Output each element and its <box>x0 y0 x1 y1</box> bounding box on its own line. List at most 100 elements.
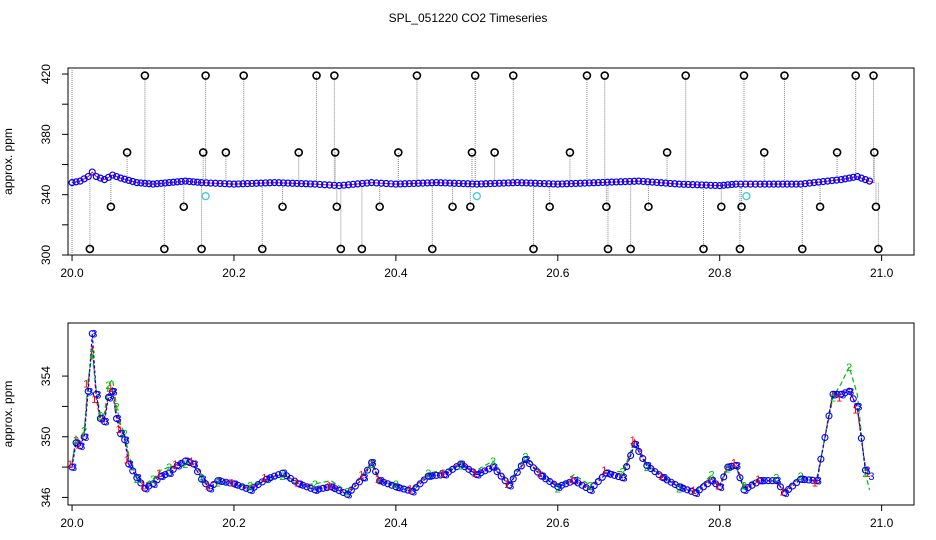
series-2-marker: 2 <box>81 426 87 438</box>
baseline-point <box>321 181 329 189</box>
baseline-point <box>509 179 517 187</box>
outlier-point <box>160 244 169 254</box>
series-1-marker: 1 <box>569 474 575 486</box>
series-3-point <box>117 430 125 438</box>
series-3-marker: 3 <box>298 479 304 491</box>
series-1-marker: 1 <box>375 474 381 486</box>
series-2-marker: 2 <box>199 473 205 485</box>
baseline-point <box>554 180 562 188</box>
baseline-point <box>387 180 395 188</box>
series-3-point <box>181 457 189 465</box>
series-3-point <box>772 477 780 485</box>
x-tick-label: 20.2 <box>222 266 246 280</box>
series-3-marker: 3 <box>346 489 352 501</box>
series-1-marker: 1 <box>261 473 267 485</box>
series-2-marker: 2 <box>279 471 285 483</box>
series-3-marker: 3 <box>160 471 166 483</box>
series-3-marker: 3 <box>443 470 449 482</box>
series-3-marker: 3 <box>783 488 789 500</box>
baseline-point <box>225 180 233 188</box>
baseline-point <box>563 180 571 188</box>
series-3-marker: 3 <box>646 461 652 473</box>
series-3-point <box>311 486 319 494</box>
baseline-point <box>617 178 625 186</box>
series-3-marker: 3 <box>759 476 765 488</box>
series-3-point <box>736 474 744 482</box>
series-1-marker: 1 <box>140 480 146 492</box>
series-3-point <box>323 484 331 492</box>
x-tick-label: 20.6 <box>546 516 570 530</box>
outlier-point <box>851 71 861 80</box>
outlier-point <box>221 148 231 157</box>
series-3-point <box>768 477 776 485</box>
series-3-point <box>756 477 764 485</box>
series-3-point <box>214 477 222 485</box>
series-2-marker: 2 <box>312 479 318 491</box>
series-3-point <box>307 484 315 492</box>
outlier-point <box>239 71 248 80</box>
series-3-marker: 3 <box>800 474 806 486</box>
series-1-marker: 1 <box>812 477 818 489</box>
series-3-marker: 3 <box>735 461 741 473</box>
series-3-marker: 3 <box>864 465 870 477</box>
series-3-point <box>784 485 793 494</box>
series-3-point <box>845 387 853 395</box>
series-3-point <box>108 387 117 395</box>
baseline-point <box>585 179 593 187</box>
series-1-marker: 1 <box>601 465 607 477</box>
y-axis-label: approx. ppm <box>1 128 15 195</box>
series-3-point <box>675 483 683 491</box>
series-2-marker: 2 <box>490 456 496 468</box>
baseline-point <box>367 179 376 187</box>
series-3-point <box>744 484 752 492</box>
outlier-point <box>448 202 457 212</box>
x-tick-label: 20.4 <box>384 516 408 530</box>
baseline-point <box>133 179 141 187</box>
baseline-point <box>459 180 467 188</box>
baseline-point <box>540 180 548 188</box>
flagged-point <box>201 191 210 201</box>
baseline-point <box>325 181 334 189</box>
series-3-point <box>355 478 363 486</box>
series-3-point <box>598 473 606 481</box>
outlier-point <box>179 202 189 212</box>
baseline-point <box>221 180 229 188</box>
baseline-point <box>189 178 198 186</box>
baseline-point <box>468 180 476 188</box>
series-2-marker: 2 <box>134 474 140 486</box>
series-3-marker: 3 <box>79 441 85 453</box>
baseline-point <box>450 179 458 187</box>
series-3-point <box>481 467 489 475</box>
series-2-marker: 2 <box>846 362 852 374</box>
baseline-point <box>728 180 736 189</box>
baseline-point <box>117 174 125 182</box>
baseline-point <box>354 180 362 188</box>
series-3-point <box>764 477 772 485</box>
baseline-point <box>261 179 270 187</box>
baseline-point <box>716 182 724 190</box>
series-3-point <box>339 488 347 497</box>
series-3-point <box>517 462 525 470</box>
series-3-marker: 3 <box>678 482 684 494</box>
series-2-marker: 2 <box>741 480 747 492</box>
series-3-marker: 3 <box>217 476 223 488</box>
y-tick-label: 354 <box>39 366 53 386</box>
series-3-point <box>104 393 113 401</box>
series-3-point <box>169 465 177 473</box>
series-3-point <box>631 440 639 448</box>
series-3-point <box>724 463 732 471</box>
series-3-point <box>185 458 193 467</box>
series-3-point <box>610 471 619 479</box>
series-3-point <box>813 477 821 485</box>
series-1-marker: 1 <box>205 480 211 492</box>
series-3-point <box>639 454 647 463</box>
series-3-point <box>177 459 185 467</box>
series-3-marker: 3 <box>868 471 874 483</box>
series-3-marker: 3 <box>775 476 781 488</box>
series-3-marker: 3 <box>75 438 81 450</box>
series-3-point <box>149 480 157 488</box>
series-3-point <box>817 455 825 463</box>
series-3-point <box>521 455 529 464</box>
series-3-marker: 3 <box>605 468 611 480</box>
